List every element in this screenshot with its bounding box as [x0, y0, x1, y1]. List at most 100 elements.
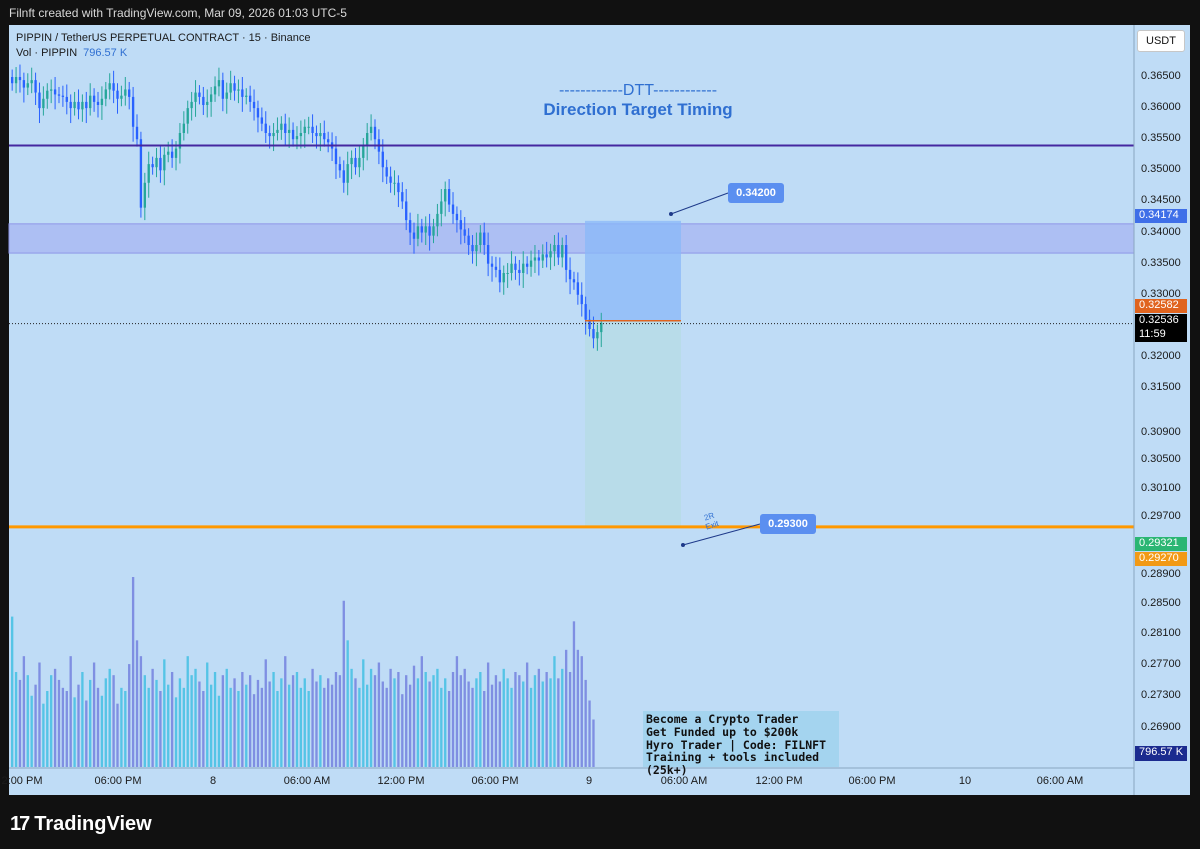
- volume-bar: [53, 668, 57, 767]
- volume-bar: [459, 675, 462, 767]
- candle-body: [217, 80, 221, 87]
- volume-bar: [77, 684, 80, 767]
- promo-line-1: Become a Crypto Trader: [646, 712, 799, 726]
- time-tick-label: 12:00 PM: [755, 775, 803, 787]
- candle-body: [299, 133, 303, 137]
- volume-bar: [385, 687, 388, 767]
- volume-bar: [108, 668, 111, 767]
- candle-body: [358, 157, 361, 168]
- candle-body: [303, 126, 306, 133]
- volume-bar: [463, 668, 466, 767]
- volume-bar: [432, 675, 435, 767]
- volume-bar: [245, 684, 248, 767]
- volume-bar: [124, 691, 127, 767]
- candle-body: [34, 80, 37, 93]
- candle-body: [38, 92, 41, 109]
- volume-bar: [38, 662, 41, 767]
- target-anchor: [669, 212, 673, 216]
- volume-bar: [135, 640, 139, 767]
- candle-body: [350, 157, 353, 165]
- symbol-title[interactable]: PIPPIN / TetherUS PERPETUAL CONTRACT · 1…: [16, 32, 311, 44]
- candle-body: [447, 189, 451, 205]
- volume-bar: [584, 679, 587, 767]
- price-tick-label: 0.36000: [1141, 101, 1181, 114]
- volume-bar: [65, 691, 68, 767]
- candle-body: [42, 98, 45, 109]
- zones-layer: [8, 220, 1135, 527]
- candle-body: [291, 129, 295, 140]
- candle-body: [307, 126, 310, 128]
- volume-bar: [18, 679, 22, 767]
- exit-anchor: [681, 543, 685, 547]
- exit-box: [585, 320, 681, 527]
- candle-body: [174, 148, 178, 158]
- candle-body: [580, 294, 583, 305]
- volume-bar: [541, 681, 544, 767]
- volume-bar: [272, 672, 275, 767]
- volume-bar: [221, 675, 225, 767]
- candle-body: [65, 96, 68, 102]
- candle-body: [479, 232, 482, 245]
- volume-legend-label: Vol · PIPPIN: [16, 47, 78, 59]
- volume-bar: [206, 662, 209, 767]
- volume-bar: [34, 684, 37, 767]
- candle-body: [61, 95, 65, 97]
- candle-body: [280, 123, 283, 130]
- candle-body: [237, 89, 240, 91]
- candle-body: [490, 263, 494, 267]
- candle-body: [245, 95, 248, 97]
- volume-bar: [260, 687, 264, 767]
- entry-badge: 0.32582: [1135, 299, 1187, 313]
- candle-body: [451, 204, 455, 214]
- volume-bar: [276, 691, 279, 767]
- target-price-tag[interactable]: 0.34200: [728, 183, 784, 203]
- candle-body: [198, 92, 201, 97]
- currency-button[interactable]: USDT: [1137, 30, 1185, 52]
- candle-body: [533, 257, 537, 261]
- volume-bar: [14, 672, 18, 767]
- time-tick-label: 06:00 PM: [94, 775, 142, 787]
- volume-bar: [85, 700, 88, 767]
- candle-body: [116, 90, 119, 99]
- candle-body: [167, 151, 170, 155]
- volume-bar: [381, 681, 384, 767]
- volume-bar: [163, 659, 166, 767]
- time-tick-label: 12:00 PM: [377, 775, 425, 787]
- candle-body: [588, 319, 591, 329]
- volume-bar: [358, 687, 361, 767]
- volume-bar: [486, 662, 490, 767]
- volume-bar: [143, 675, 146, 767]
- candle-body: [11, 77, 14, 84]
- candle-body: [241, 89, 244, 97]
- exit-price-tag[interactable]: 0.29300: [760, 514, 816, 534]
- time-tick-label: 06:00 PM: [848, 775, 896, 787]
- tradingview-logo[interactable]: 17 TradingView: [10, 813, 152, 835]
- candle-body: [131, 96, 135, 127]
- volume-bar: [128, 664, 131, 767]
- volume-bar: [366, 684, 369, 767]
- volume-bar: [440, 687, 443, 767]
- candle-body: [459, 220, 462, 230]
- volume-bar: [50, 675, 53, 767]
- volume-bar: [373, 675, 377, 767]
- stop-orange-badge: 0.29270: [1135, 552, 1187, 566]
- lines-layer: [9, 25, 1135, 795]
- volume-bar: [120, 687, 123, 767]
- candle-body: [186, 108, 189, 124]
- candle-body: [69, 101, 72, 109]
- credit-text: Filnft created with TradingView.com, Mar…: [9, 6, 347, 20]
- volume-bar: [561, 668, 564, 767]
- volume-bar: [202, 691, 205, 767]
- promo-line-3: Hyro Trader | Code: FILNFT: [646, 737, 827, 752]
- candle-body: [502, 273, 505, 283]
- time-tick-label: 10: [958, 775, 972, 787]
- volume-bar: [393, 678, 396, 767]
- candle-body: [206, 101, 209, 105]
- candle-body: [561, 245, 564, 258]
- candle-body: [128, 89, 131, 97]
- volume-bar: [510, 687, 513, 767]
- price-tick-label: 0.28900: [1141, 568, 1181, 580]
- volume-legend: Vol · PIPPIN 796.57 K: [16, 47, 127, 59]
- candle-body: [163, 154, 166, 171]
